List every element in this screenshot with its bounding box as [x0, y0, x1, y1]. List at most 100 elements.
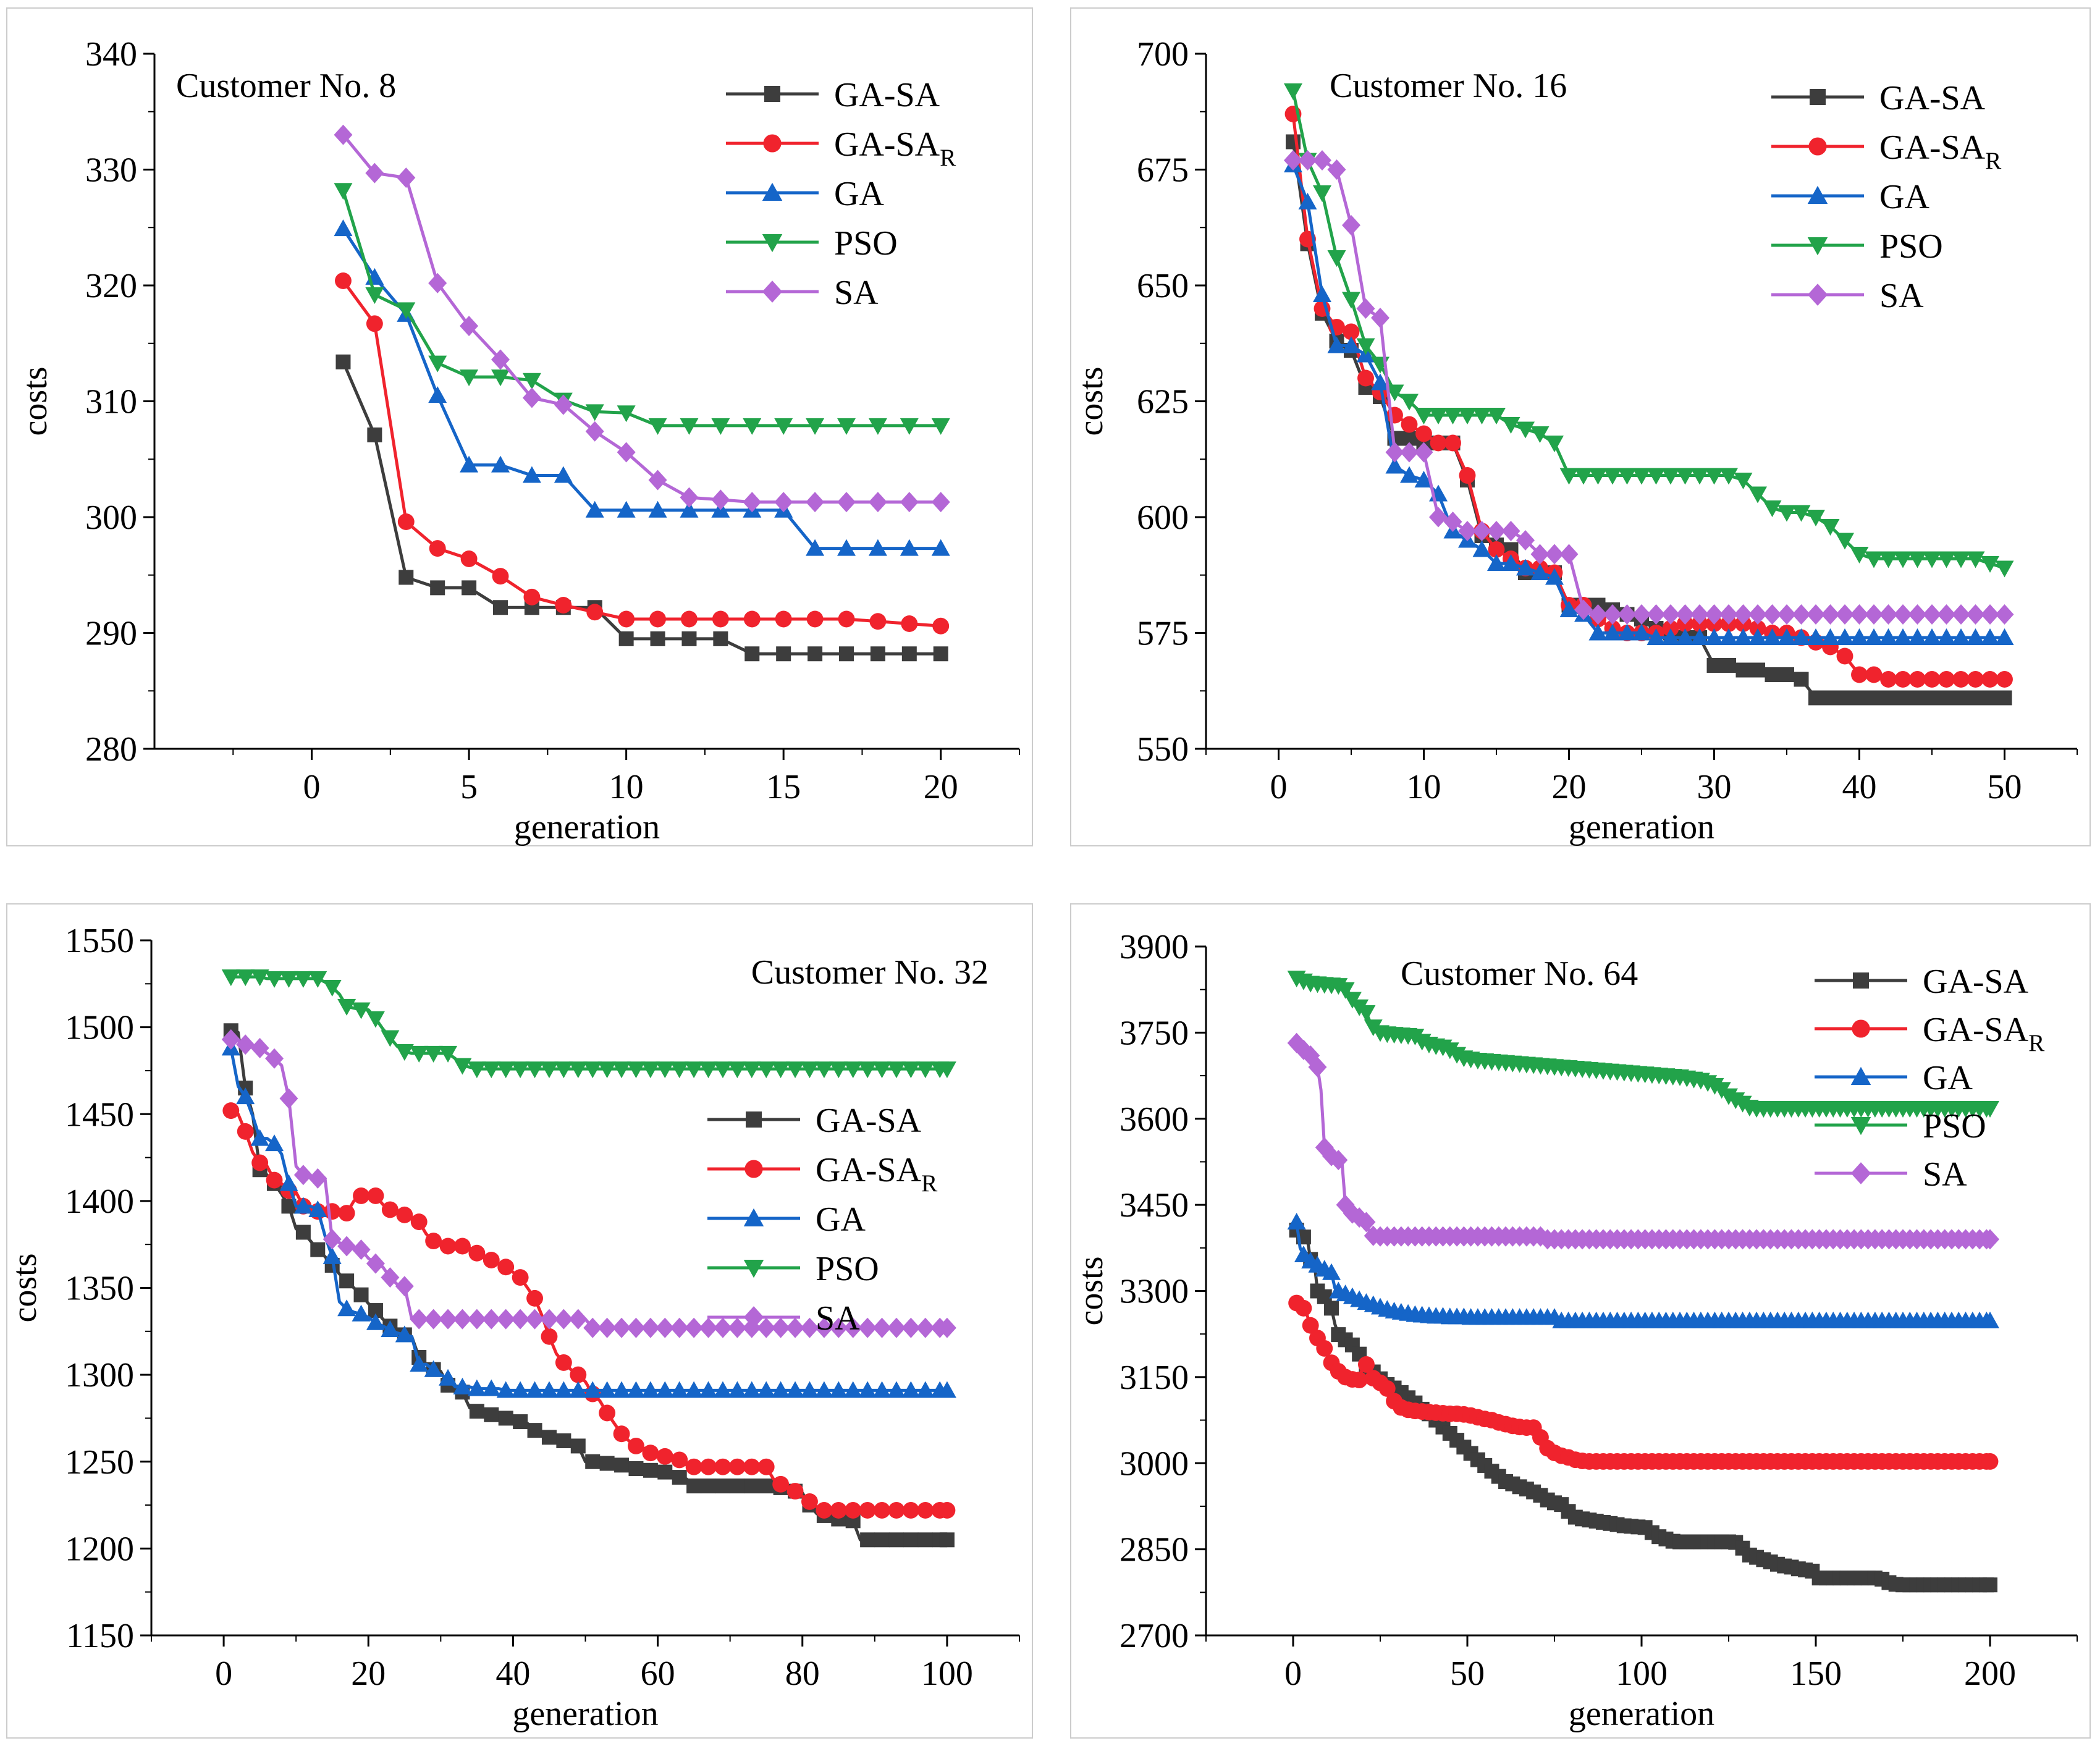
data-point: [1837, 690, 1852, 706]
data-point: [1617, 604, 1637, 625]
data-point: [931, 418, 950, 435]
data-point: [1690, 628, 1709, 645]
data-point: [293, 971, 313, 988]
data-point: [686, 1478, 702, 1494]
legend-label: GA-SA: [816, 1102, 922, 1140]
legend-item: GA-SA: [707, 1102, 922, 1140]
data-point: [814, 1381, 833, 1398]
data-point: [460, 316, 479, 337]
data-point: [900, 539, 919, 556]
legend-marker: [1850, 1117, 1871, 1136]
data-point: [266, 1171, 283, 1189]
y-tick-label: 1300: [65, 1356, 134, 1394]
data-point: [597, 1061, 617, 1079]
data-point: [221, 1029, 240, 1050]
data-point: [1459, 467, 1476, 484]
data-point: [396, 1206, 413, 1223]
data-point: [335, 272, 352, 289]
data-point: [617, 405, 636, 423]
legend-item: GA: [1815, 1059, 1973, 1097]
data-point: [699, 1061, 718, 1079]
data-point: [837, 539, 856, 556]
series-sa: [1287, 1032, 1999, 1250]
data-point: [839, 646, 854, 662]
data-point: [410, 1355, 429, 1372]
chart-title: Customer No. 8: [176, 67, 396, 105]
data-point: [1981, 604, 1999, 625]
legend-item: SA: [726, 274, 879, 312]
legend-label: GA-SA: [1879, 79, 1986, 117]
data-point: [1676, 604, 1695, 625]
data-point: [1661, 604, 1680, 625]
data-point: [512, 1269, 529, 1286]
data-point: [1821, 628, 1840, 645]
data-point: [1487, 521, 1506, 541]
data-point: [1937, 628, 1956, 645]
y-tick-label: 1150: [66, 1617, 134, 1655]
data-point: [1357, 1212, 1376, 1233]
data-point: [1910, 690, 1925, 706]
data-point: [771, 1317, 790, 1338]
data-point: [236, 1034, 255, 1055]
y-tick-label: 280: [85, 730, 137, 769]
x-tick-label: 100: [921, 1655, 973, 1693]
data-point: [1385, 457, 1404, 474]
legend-item: GA: [1771, 178, 1929, 216]
data-point: [612, 1317, 631, 1338]
legend-marker: [744, 1160, 763, 1178]
data-point: [1574, 468, 1593, 485]
data-point: [699, 1381, 718, 1398]
y-tick-label: 320: [85, 267, 137, 305]
data-point: [1735, 662, 1751, 678]
y-tick-label: 1500: [65, 1009, 134, 1047]
legend-label: GA-SAR: [1879, 129, 2002, 174]
data-point: [221, 969, 240, 987]
data-point: [1850, 628, 1869, 645]
data-point: [714, 1458, 732, 1475]
data-point: [335, 354, 351, 369]
data-point: [308, 971, 327, 988]
data-point: [395, 1276, 414, 1297]
data-point: [628, 1461, 644, 1476]
data-point: [541, 1328, 558, 1345]
panel-frame: [1070, 7, 2091, 846]
legend-marker: [1850, 1066, 1871, 1085]
series-ga: [221, 1039, 956, 1398]
data-point: [1327, 336, 1346, 353]
data-point: [1923, 671, 1941, 688]
data-point: [597, 1317, 617, 1338]
data-point: [352, 1002, 371, 1019]
data-point: [453, 1377, 472, 1394]
data-point: [1765, 667, 1780, 682]
data-point: [293, 1197, 313, 1214]
data-point: [430, 580, 445, 596]
legend-item: GA-SAR: [1815, 1011, 2045, 1056]
data-point: [352, 1239, 371, 1260]
data-point: [743, 1458, 761, 1475]
data-point: [711, 418, 730, 435]
data-point: [1327, 159, 1346, 180]
data-point: [491, 455, 510, 473]
data-point: [1429, 507, 1448, 528]
data-point: [1647, 628, 1666, 645]
data-point: [743, 610, 761, 628]
data-point: [671, 1451, 688, 1469]
data-point: [728, 1458, 746, 1475]
data-point: [523, 588, 541, 605]
data-point: [681, 631, 697, 646]
data-point: [1850, 604, 1869, 625]
data-point: [829, 1317, 848, 1338]
data-point: [1777, 628, 1796, 645]
data-point: [843, 1381, 862, 1398]
y-tick-label: 625: [1137, 383, 1189, 421]
data-point: [626, 1381, 646, 1398]
legend-marker: [1810, 89, 1826, 105]
data-point: [786, 1483, 804, 1500]
y-tick-label: 3750: [1120, 1014, 1189, 1052]
legend-item: GA-SA: [1815, 963, 2029, 1001]
data-point: [1836, 533, 1854, 550]
data-point: [555, 597, 572, 614]
data-point: [265, 1048, 284, 1069]
data-point: [1937, 551, 1956, 568]
data-point: [1807, 628, 1825, 645]
